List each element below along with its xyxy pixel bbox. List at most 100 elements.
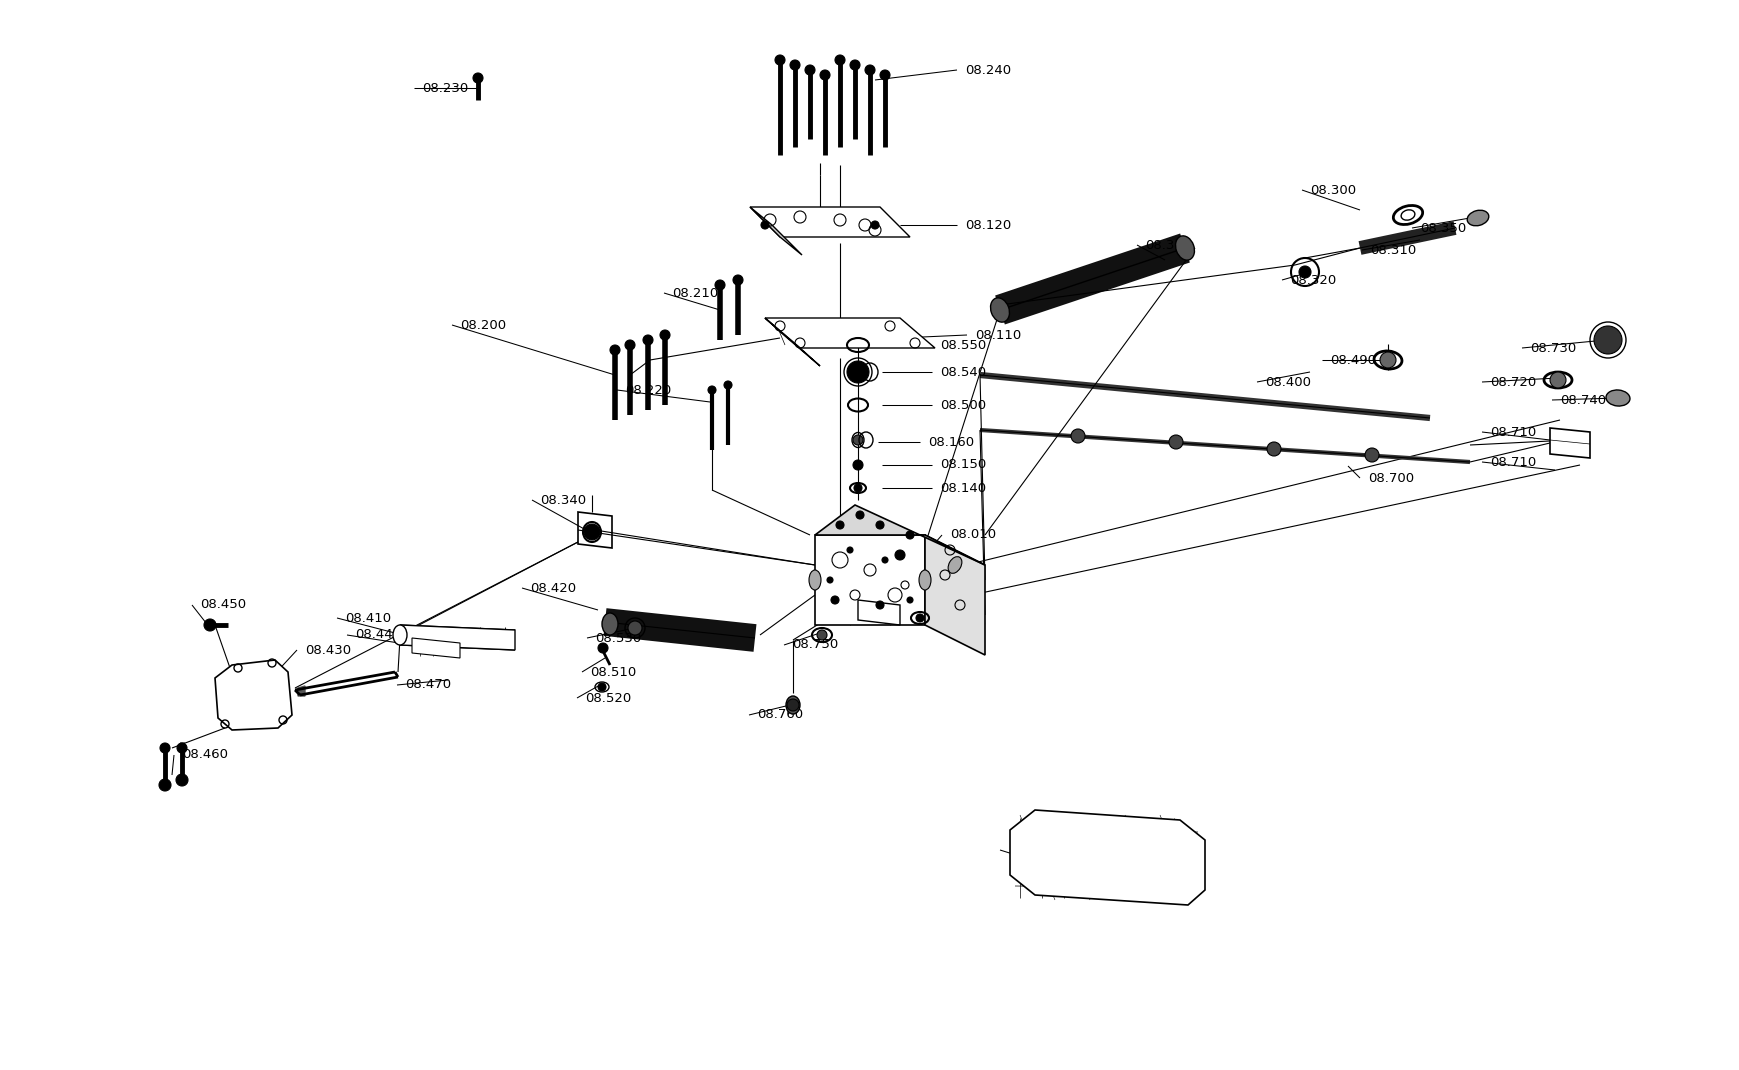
Text: 08.140: 08.140 — [939, 482, 986, 494]
Circle shape — [760, 221, 769, 229]
Circle shape — [856, 511, 864, 519]
Text: 08.210: 08.210 — [671, 287, 718, 300]
Circle shape — [871, 221, 878, 229]
Text: 08.110: 08.110 — [974, 328, 1021, 341]
Text: 08.540: 08.540 — [939, 366, 986, 379]
Circle shape — [1266, 442, 1280, 456]
Ellipse shape — [1466, 210, 1489, 226]
Ellipse shape — [918, 570, 930, 590]
Text: 08.550: 08.550 — [939, 338, 986, 352]
Text: 08.120: 08.120 — [965, 218, 1010, 231]
Circle shape — [708, 386, 715, 394]
Circle shape — [1363, 448, 1379, 462]
Polygon shape — [765, 318, 819, 366]
Circle shape — [732, 275, 743, 285]
Circle shape — [864, 65, 875, 75]
Circle shape — [852, 435, 863, 445]
Text: 08.490: 08.490 — [1329, 353, 1376, 367]
Circle shape — [854, 484, 861, 492]
Text: 08.200: 08.200 — [459, 319, 506, 332]
Polygon shape — [750, 207, 909, 236]
Text: 08.010: 08.010 — [949, 529, 995, 541]
Polygon shape — [297, 686, 304, 696]
Circle shape — [1169, 435, 1183, 449]
Circle shape — [880, 70, 889, 80]
Circle shape — [831, 596, 838, 603]
Circle shape — [835, 521, 843, 529]
Text: 08.710: 08.710 — [1489, 426, 1536, 439]
Circle shape — [906, 597, 913, 603]
Circle shape — [1593, 326, 1621, 354]
Circle shape — [659, 330, 670, 340]
Circle shape — [598, 643, 607, 653]
Text: 08.510: 08.510 — [590, 666, 636, 678]
Polygon shape — [765, 318, 934, 348]
Circle shape — [819, 70, 830, 80]
Text: 08.730: 08.730 — [1529, 341, 1576, 354]
Text: 08.350: 08.350 — [1419, 221, 1466, 234]
Text: 08.300: 08.300 — [1309, 183, 1355, 197]
Text: 08.720: 08.720 — [1489, 376, 1536, 388]
Circle shape — [786, 699, 798, 710]
Text: 08.500: 08.500 — [939, 398, 986, 412]
Circle shape — [882, 557, 887, 563]
Circle shape — [160, 743, 170, 753]
Circle shape — [1071, 429, 1085, 443]
Text: 08.240: 08.240 — [965, 63, 1010, 76]
Text: 08.150: 08.150 — [939, 459, 986, 472]
Text: 08.460: 08.460 — [183, 749, 228, 762]
Ellipse shape — [1605, 389, 1629, 406]
Circle shape — [1299, 266, 1309, 278]
Polygon shape — [750, 207, 802, 255]
Circle shape — [610, 345, 619, 355]
Circle shape — [176, 774, 188, 786]
Text: 08.760: 08.760 — [756, 708, 803, 721]
Ellipse shape — [1400, 210, 1414, 220]
Ellipse shape — [393, 625, 407, 645]
Text: 08.430: 08.430 — [304, 643, 351, 657]
Text: 08.320: 08.320 — [1289, 274, 1336, 287]
Circle shape — [906, 531, 913, 539]
Circle shape — [158, 779, 170, 791]
Text: 08.230: 08.230 — [423, 81, 468, 94]
Text: 08.400: 08.400 — [1264, 376, 1309, 388]
Text: 08.220: 08.220 — [624, 383, 671, 397]
Polygon shape — [1009, 810, 1205, 905]
Circle shape — [875, 601, 883, 609]
Circle shape — [915, 614, 923, 622]
Circle shape — [473, 73, 483, 83]
Text: 08.530: 08.530 — [595, 631, 642, 644]
Circle shape — [817, 630, 826, 640]
Circle shape — [624, 340, 635, 350]
Ellipse shape — [809, 570, 821, 590]
Circle shape — [847, 547, 852, 553]
Circle shape — [835, 55, 845, 65]
Circle shape — [584, 524, 600, 540]
Text: 08.440: 08.440 — [355, 628, 400, 642]
Ellipse shape — [1176, 235, 1193, 260]
Text: 08.310: 08.310 — [1369, 244, 1416, 257]
Polygon shape — [814, 505, 984, 565]
Circle shape — [805, 65, 814, 75]
Circle shape — [1379, 352, 1395, 368]
Text: 08.470: 08.470 — [405, 678, 450, 691]
Text: 08.700: 08.700 — [1367, 472, 1414, 485]
Circle shape — [790, 60, 800, 70]
Polygon shape — [925, 535, 984, 655]
Circle shape — [852, 460, 863, 470]
Ellipse shape — [602, 613, 617, 635]
Circle shape — [643, 335, 652, 345]
Text: 08.340: 08.340 — [539, 493, 586, 506]
Text: 08.410: 08.410 — [344, 611, 391, 625]
Circle shape — [177, 743, 186, 753]
Circle shape — [598, 683, 605, 691]
Text: 08.450: 08.450 — [200, 598, 245, 611]
Text: 08.100: 08.100 — [1040, 854, 1085, 867]
Text: 08.750: 08.750 — [791, 639, 838, 652]
Circle shape — [850, 60, 859, 70]
Ellipse shape — [989, 297, 1009, 322]
Circle shape — [715, 280, 725, 290]
Circle shape — [203, 620, 216, 631]
Text: 08.520: 08.520 — [584, 691, 631, 704]
Circle shape — [628, 621, 642, 635]
